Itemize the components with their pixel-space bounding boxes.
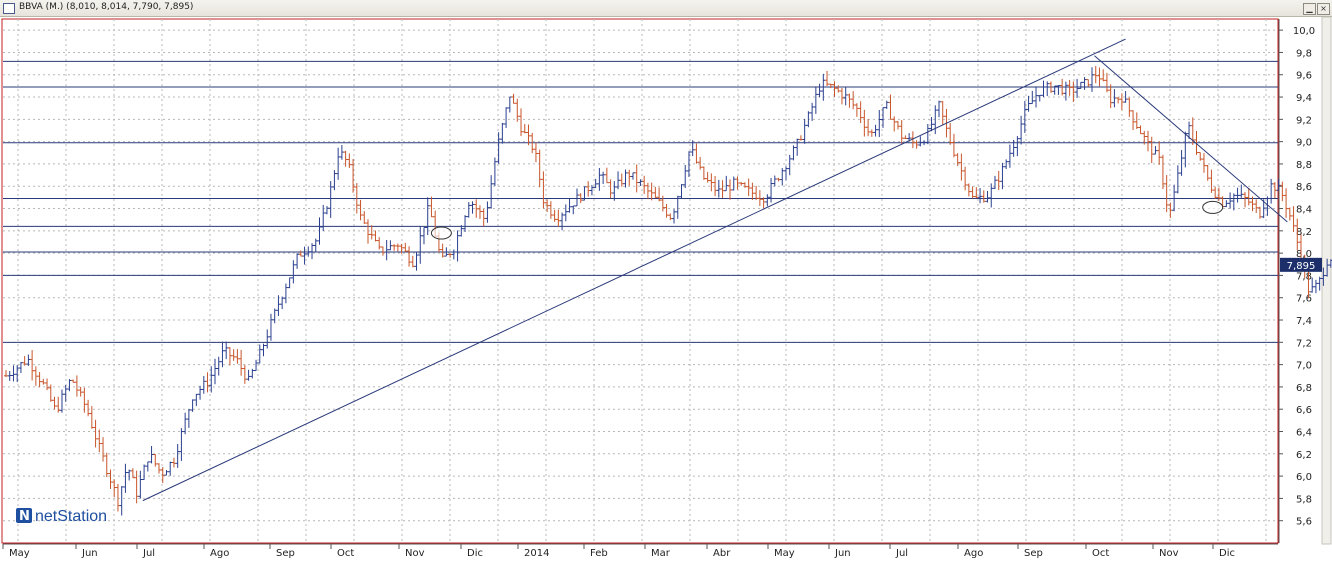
x-tick-label: Sep <box>1024 548 1043 559</box>
y-tick-label: 6,6 <box>1296 405 1312 416</box>
y-tick-label: 9,4 <box>1296 93 1312 104</box>
x-tick-label: Jun <box>834 548 851 559</box>
x-tick-label: Ago <box>210 548 229 559</box>
x-tick-label: Nov <box>405 548 425 559</box>
y-tick-label: 7,8 <box>1296 271 1312 282</box>
y-tick-label: 7,6 <box>1296 294 1312 305</box>
vertical-scrollbar[interactable] <box>1321 17 1332 545</box>
window-title: BBVA (M.) (8,010, 8,014, 7,790, 7,895) <box>19 2 194 12</box>
y-tick-label: 8,8 <box>1296 160 1312 171</box>
descending-trendline <box>1094 55 1288 223</box>
x-tick-label: May <box>774 548 795 559</box>
y-tick-label: 8,2 <box>1296 227 1312 238</box>
x-tick-label: Jul <box>142 548 155 559</box>
chart-background <box>0 17 1332 561</box>
y-tick-label: 8,0 <box>1296 249 1312 260</box>
y-tick-label: 5,6 <box>1296 517 1312 528</box>
window-icon <box>3 3 15 14</box>
x-tick-label: Jun <box>81 548 98 559</box>
y-tick-label: 9,8 <box>1296 48 1312 59</box>
y-tick-label: 6,4 <box>1296 428 1312 439</box>
close-button[interactable]: × <box>1317 3 1330 15</box>
y-tick-label: 7,0 <box>1296 361 1312 372</box>
x-tick-label: Abr <box>713 548 731 559</box>
plot-frame <box>1 18 1279 544</box>
y-tick-label: 9,0 <box>1296 138 1312 149</box>
y-tick-label: 5,8 <box>1296 494 1312 505</box>
x-tick-label: Dic <box>1219 548 1235 559</box>
price-chart[interactable]: 10,0 9,8 9,6 9,4 9,2 9,0 8,8 8,6 8,4 8,2 8,0 7,8 7,6… <box>0 17 1332 561</box>
x-tick-label: Mar <box>651 548 671 559</box>
y-tick-label: 8,6 <box>1296 182 1312 193</box>
y-tick-label: 7,4 <box>1296 316 1312 327</box>
y-tick-label: 6,8 <box>1296 383 1312 394</box>
last-price-badge <box>1280 257 1322 272</box>
x-tick-label: May <box>9 548 30 559</box>
highlight-ellipse <box>430 226 452 240</box>
last-price-label: 7,895 <box>1287 261 1316 272</box>
x-tick-label: Ago <box>964 548 983 559</box>
x-tick-label: Oct <box>1092 548 1109 559</box>
y-tick-label: 6,0 <box>1296 472 1312 483</box>
y-tick-label: 9,2 <box>1296 115 1312 126</box>
x-tick-label: 2014 <box>524 548 549 559</box>
x-tick-label: Jul <box>895 548 908 559</box>
y-tick-label: 7,2 <box>1296 338 1312 349</box>
title-bar[interactable]: BBVA (M.) (8,010, 8,014, 7,790, 7,895) ▁… <box>0 0 1332 17</box>
x-tick-label: Oct <box>337 548 354 559</box>
ascending-trendline <box>142 38 1126 502</box>
x-tick-label: Dic <box>467 548 483 559</box>
y-tick-label: 9,6 <box>1296 71 1312 82</box>
x-tick-label: Feb <box>590 548 608 559</box>
y-tick-label: 10,0 <box>1293 26 1315 37</box>
y-tick-label: 8,4 <box>1296 205 1312 216</box>
x-tick-label: Sep <box>276 548 295 559</box>
brand-logo-text: netStation <box>35 508 107 525</box>
highlight-ellipse <box>1202 200 1224 214</box>
y-tick-label: 6,2 <box>1296 450 1312 461</box>
x-tick-label: Nov <box>1159 548 1179 559</box>
minimize-button[interactable]: ▁ <box>1303 3 1316 15</box>
n-logo-glyph: N <box>19 509 30 524</box>
n-logo-icon <box>16 508 32 523</box>
